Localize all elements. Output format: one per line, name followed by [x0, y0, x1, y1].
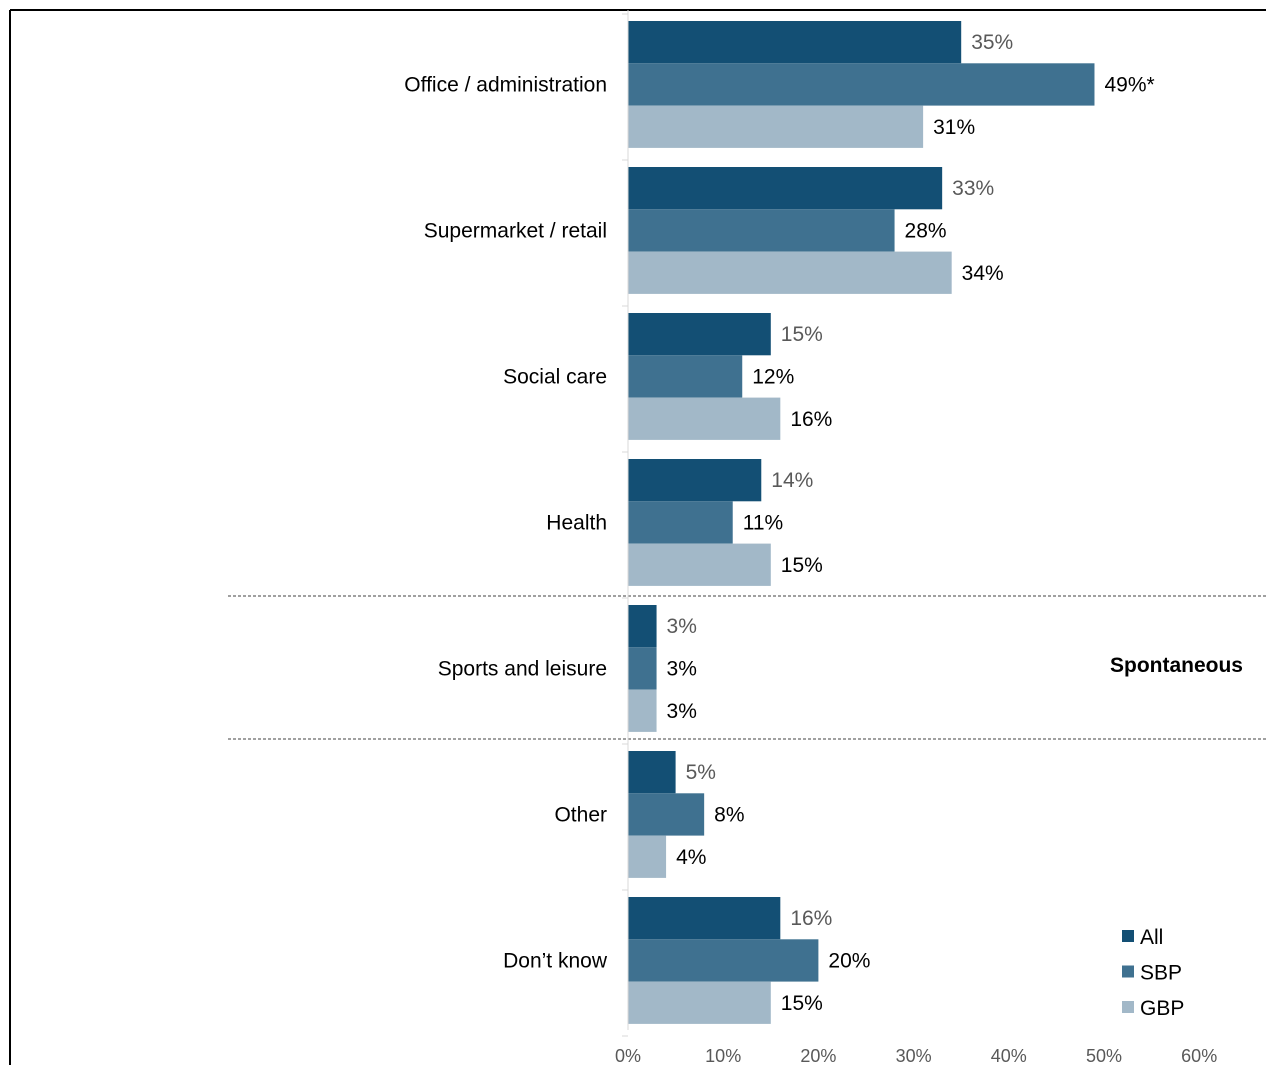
bar-health-gbp [628, 543, 771, 586]
bar-don-t-know-sbp [628, 939, 819, 982]
x-tick-label: 60% [1181, 1046, 1217, 1065]
bar-health-sbp [628, 501, 733, 544]
x-tick-label: 50% [1086, 1046, 1122, 1065]
category-label-social-care: Social care [503, 365, 607, 388]
value-label-health-gbp: 15% [781, 554, 823, 577]
value-label-supermarket-retail-gbp: 34% [962, 262, 1004, 285]
legend-swatch-sbp [1122, 965, 1134, 978]
category-label-sports-and-leisure: Sports and leisure [438, 657, 607, 680]
legend-swatch-gbp [1122, 1001, 1134, 1013]
value-label-other-sbp: 8% [714, 803, 744, 826]
x-tick-label: 10% [705, 1046, 741, 1065]
value-label-social-care-all: 15% [781, 323, 823, 346]
value-label-supermarket-retail-all: 33% [952, 177, 994, 200]
bar-supermarket-retail-sbp [628, 209, 895, 252]
bar-office-administration-all [628, 21, 962, 64]
x-tick-label: 0% [615, 1046, 641, 1065]
bar-social-care-sbp [628, 355, 743, 398]
bar-social-care-all [628, 313, 771, 356]
category-label-don-t-know: Don’t know [503, 949, 608, 972]
legend-label-all: All [1140, 926, 1163, 949]
value-label-supermarket-retail-sbp: 28% [905, 219, 947, 242]
legend-swatch-all [1122, 930, 1134, 942]
bars [628, 21, 1095, 1024]
bar-office-administration-gbp [628, 105, 924, 148]
value-label-health-all: 14% [771, 469, 813, 492]
value-label-social-care-sbp: 12% [752, 365, 794, 388]
value-label-health-sbp: 11% [743, 511, 783, 534]
value-label-don-t-know-sbp: 20% [828, 949, 870, 972]
x-tick-label: 30% [896, 1046, 932, 1065]
bar-other-sbp [628, 793, 705, 836]
value-label-office-administration-all: 35% [971, 31, 1013, 54]
x-axis: 0% 10% 20% 30% 40% 50% 60% [615, 10, 1217, 1065]
x-tick-label: 40% [991, 1046, 1027, 1065]
value-label-other-gbp: 4% [676, 846, 706, 869]
value-label-social-care-gbp: 16% [790, 408, 832, 431]
bar-other-gbp [628, 835, 667, 878]
bar-sports-and-leisure-gbp [628, 689, 657, 732]
bar-social-care-gbp [628, 397, 781, 440]
bar-office-administration-sbp [628, 63, 1095, 106]
chart-frame [9, 9, 1266, 1065]
value-label-sports-and-leisure-sbp: 3% [667, 657, 697, 680]
value-label-don-t-know-gbp: 15% [781, 992, 823, 1015]
bar-supermarket-retail-all [628, 167, 943, 210]
bar-health-all [628, 459, 762, 502]
bar-supermarket-retail-gbp [628, 251, 952, 294]
bar-sports-and-leisure-all [628, 605, 657, 648]
legend-label-sbp: SBP [1140, 962, 1182, 985]
value-label-sports-and-leisure-gbp: 3% [667, 700, 697, 723]
category-label-office-administration: Office / administration [404, 73, 607, 96]
value-label-don-t-know-all: 16% [790, 907, 832, 930]
x-tick-label: 20% [800, 1046, 836, 1065]
value-labels: 35% 49%* 31% 33%28% 34% 15% 12% 16% 14% 11% 15% 3% 3… [667, 31, 1155, 1015]
category-label-health: Health [546, 511, 607, 534]
bar-don-t-know-all [628, 897, 781, 940]
category-label-supermarket-retail: Supermarket / retail [424, 219, 607, 242]
value-label-other-all: 5% [686, 761, 716, 784]
legend-label-gbp: GBP [1140, 997, 1184, 1020]
value-label-office-administration-gbp: 31% [933, 116, 975, 139]
bar-don-t-know-gbp [628, 981, 771, 1024]
spontaneous-separators [228, 595, 1266, 740]
category-label-other: Other [554, 803, 607, 826]
bar-sports-and-leisure-sbp [628, 647, 657, 690]
spontaneous-label: Spontaneous [1110, 654, 1243, 677]
category-labels: Office / administration Supermarket / ret… [404, 73, 608, 972]
legend: All SBP GBP [1122, 926, 1184, 1020]
bar-other-all [628, 751, 676, 794]
value-label-sports-and-leisure-all: 3% [667, 615, 697, 638]
value-label-office-administration-sbp: 49%* [1104, 73, 1154, 96]
